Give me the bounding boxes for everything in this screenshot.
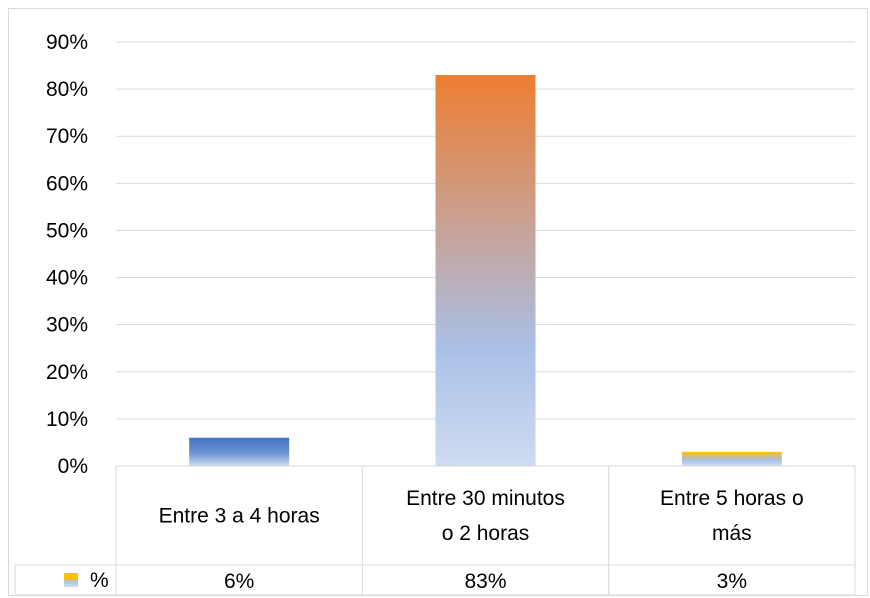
- bars: [189, 74, 782, 466]
- y-tick-label: 20%: [46, 361, 88, 384]
- bar: [681, 451, 782, 466]
- y-tick-label: 50%: [46, 219, 88, 242]
- category-label: Entre 3 a 4 horas: [159, 505, 320, 528]
- y-tick-label: 60%: [46, 172, 88, 195]
- y-axis-tick-labels: 0% 10% 20% 30% 40% 50% 60% 70% 80% 90%: [46, 31, 88, 478]
- category-label: Entre 5 horas o: [660, 487, 804, 510]
- legend-key: [64, 573, 78, 587]
- category-label: más: [712, 522, 752, 545]
- category-label: o 2 horas: [442, 522, 530, 545]
- bar: [435, 74, 536, 466]
- y-tick-label: 10%: [46, 408, 88, 431]
- value-label: 3%: [717, 570, 747, 593]
- y-tick-label: 0%: [58, 455, 88, 478]
- data-table: Entre 3 a 4 horas Entre 30 minutos o 2 hor…: [14, 465, 856, 596]
- value-label: 83%: [464, 570, 506, 593]
- y-tick-label: 90%: [46, 31, 88, 54]
- series-name-label: %: [90, 569, 109, 592]
- bar: [189, 437, 290, 466]
- value-label: 6%: [224, 570, 254, 593]
- y-tick-label: 80%: [46, 78, 88, 101]
- category-label: Entre 30 minutos: [406, 487, 565, 510]
- y-tick-label: 40%: [46, 267, 88, 290]
- y-tick-label: 70%: [46, 125, 88, 148]
- y-tick-label: 30%: [46, 314, 88, 337]
